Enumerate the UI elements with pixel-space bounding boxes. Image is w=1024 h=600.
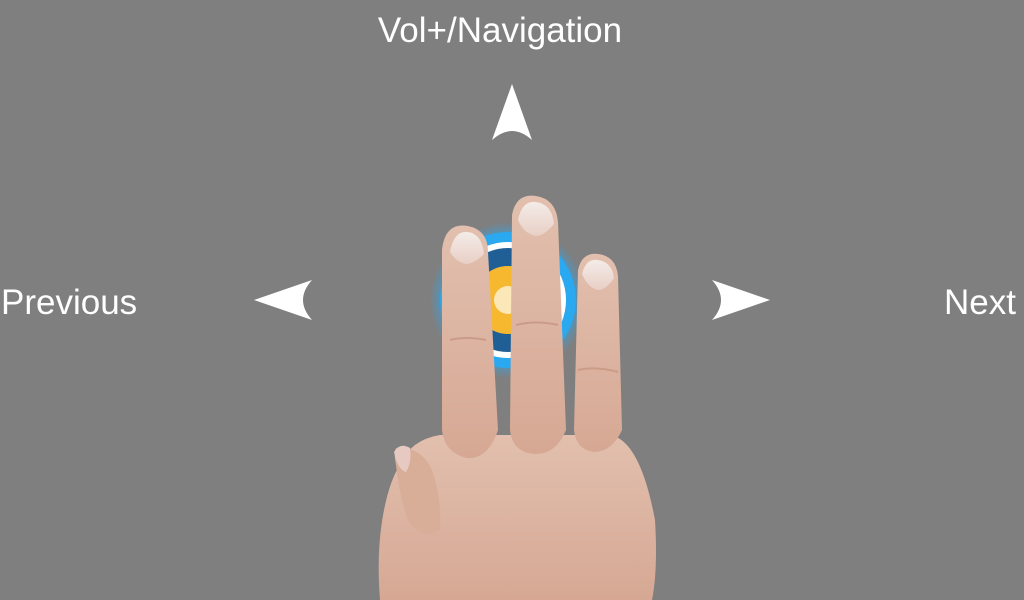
swipe-up-label: Vol+/Navigation xyxy=(377,11,623,50)
swipe-right-label: Next xyxy=(944,283,1016,322)
arrow-left-icon xyxy=(254,280,312,320)
swipe-left-label: Previous xyxy=(1,283,138,322)
hand-icon xyxy=(378,195,656,600)
arrow-up-icon xyxy=(492,84,532,140)
three-finger-touch-icon xyxy=(378,195,656,600)
arrow-right-icon xyxy=(712,280,770,320)
